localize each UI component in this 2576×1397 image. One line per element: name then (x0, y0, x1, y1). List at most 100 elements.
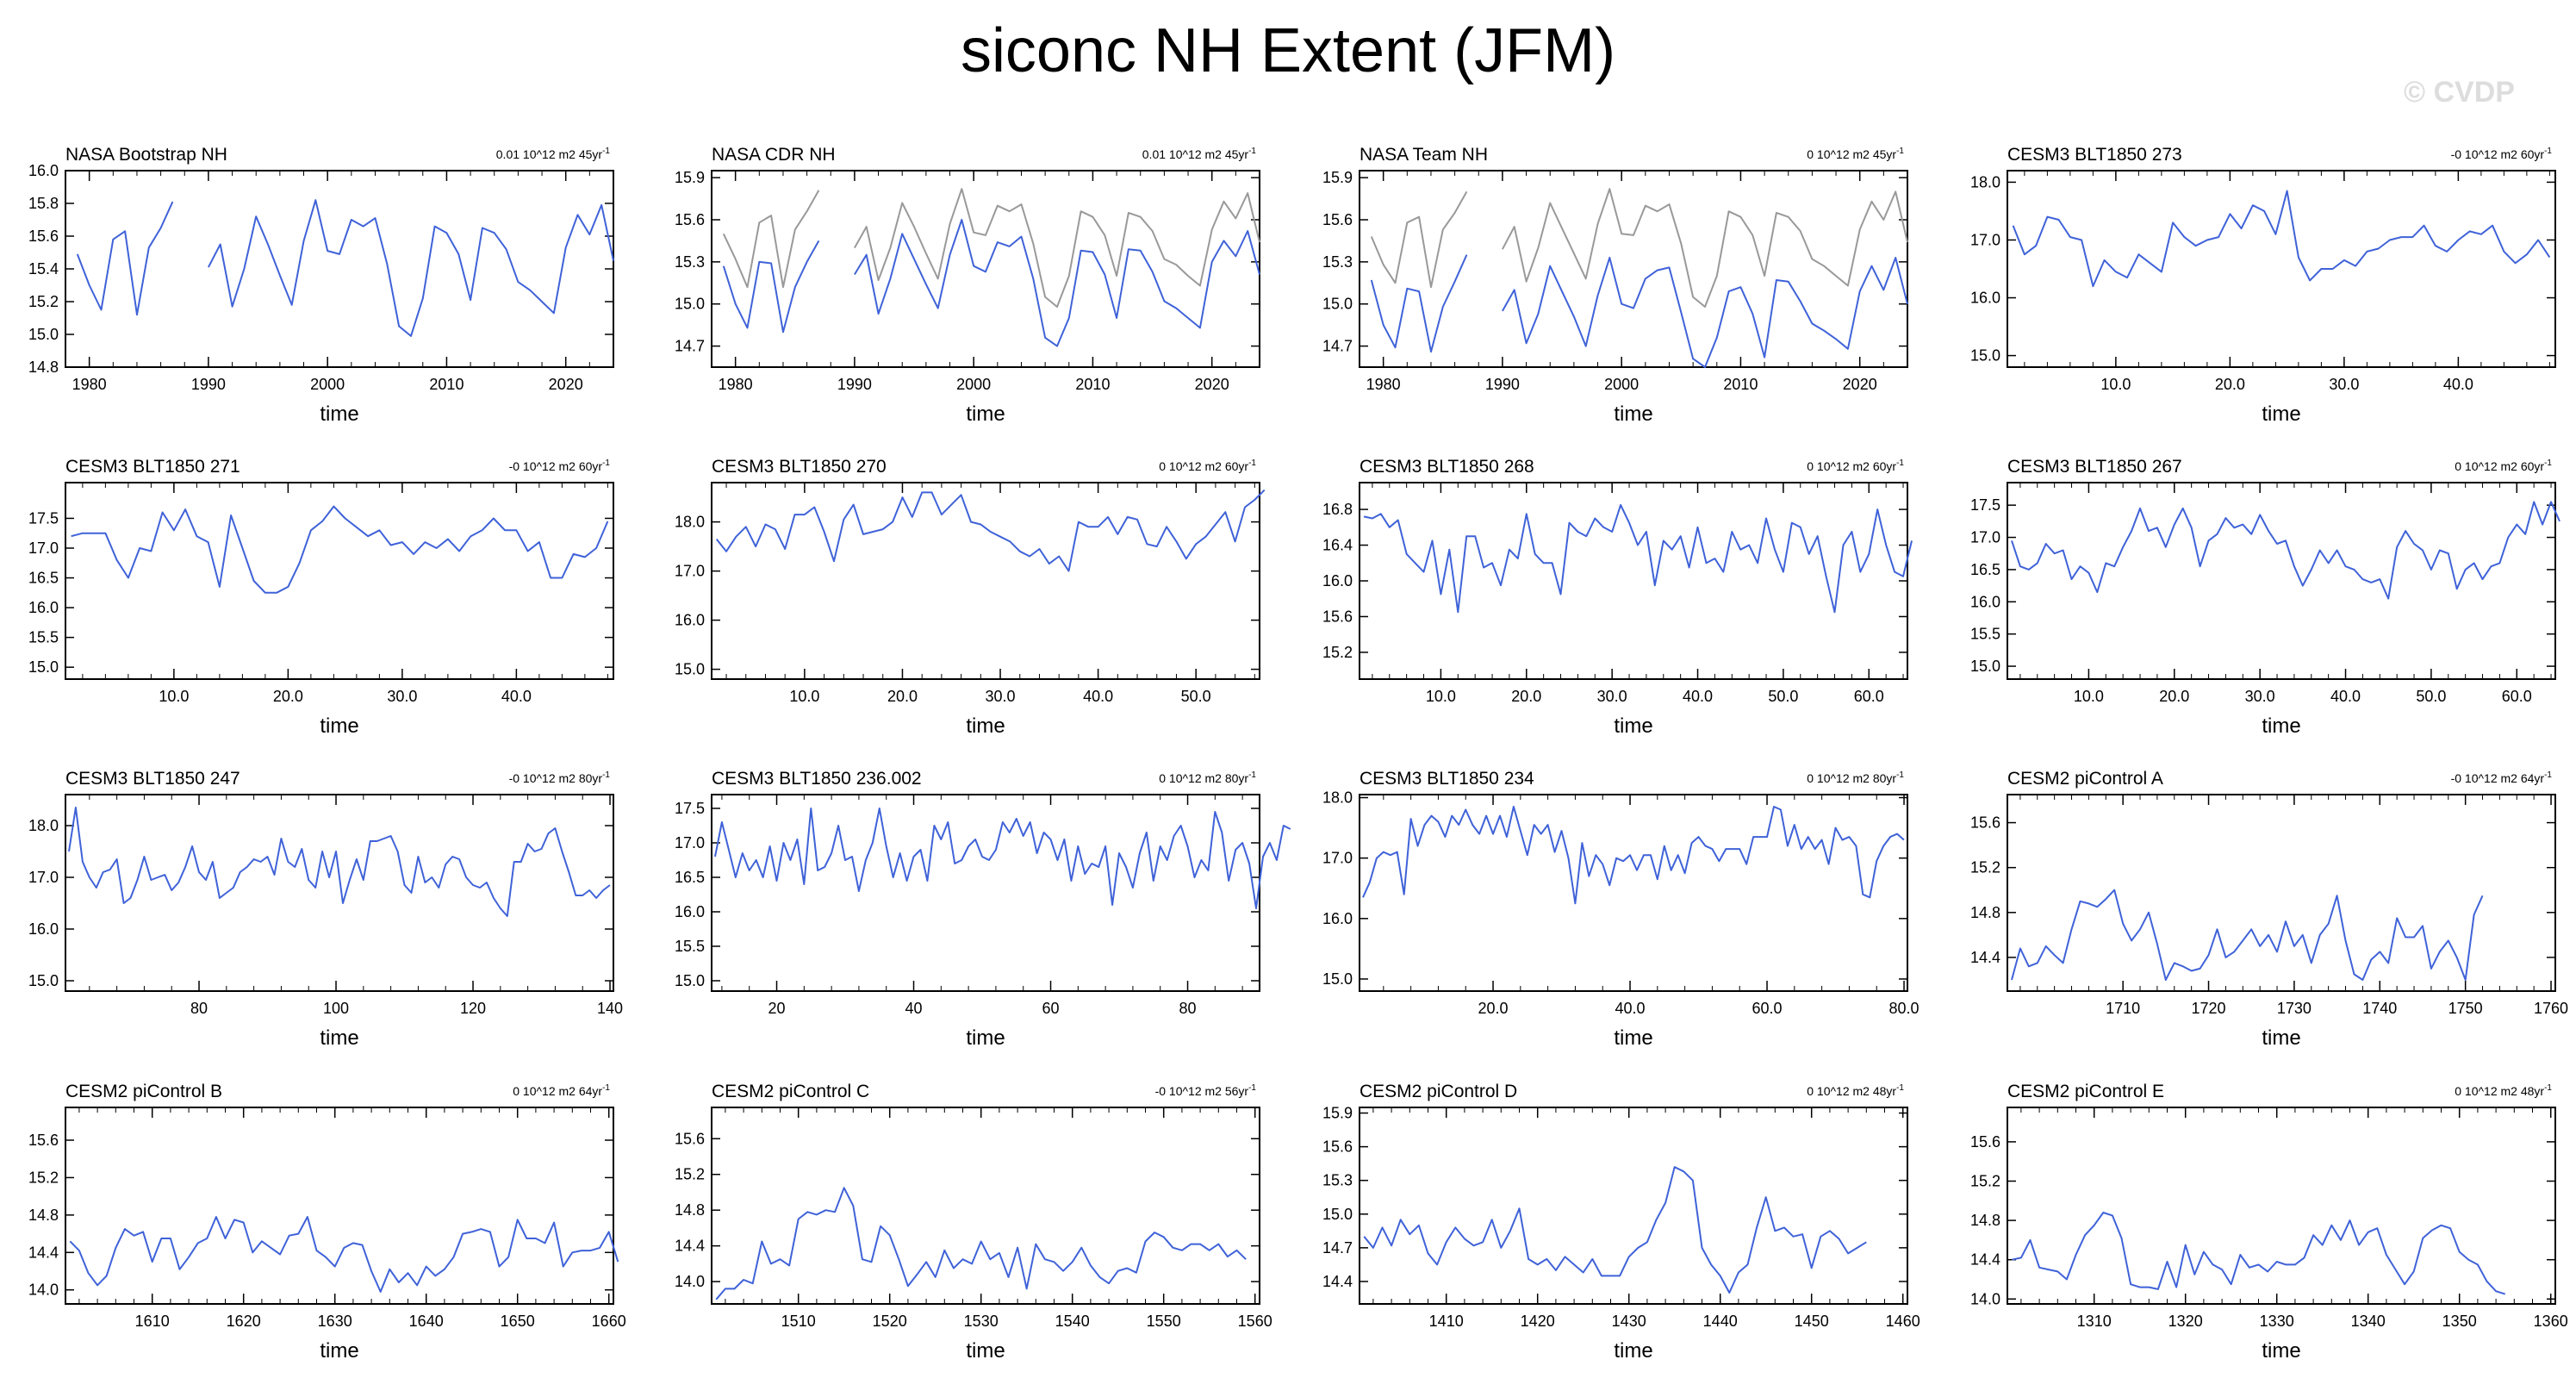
trend-label: 0 10^12 m2 60yr-1 (1807, 458, 1904, 473)
y-tick-label: 14.0 (1970, 1290, 2000, 1307)
x-tick-label: 1330 (2260, 1313, 2294, 1330)
x-tick-label: 2000 (1604, 376, 1639, 393)
chart-panel: CESM3 BLT1850 273 -0 10^12 m2 60yr-1 15.0 1… (1970, 145, 2556, 426)
chart-panel: NASA Team NH 0 10^12 m2 45yr-1 14.7 15.0 15.… (1322, 145, 1908, 426)
plot-frame (2007, 1107, 2556, 1305)
y-tick-label: 16.0 (1322, 910, 1353, 927)
y-tick-label: 15.6 (1322, 608, 1353, 625)
y-tick-label: 14.0 (28, 1282, 59, 1299)
x-tick-label: 1740 (2362, 1000, 2397, 1017)
x-tick-label: 1990 (191, 376, 226, 393)
y-tick-label: 15.3 (1322, 253, 1353, 271)
x-tick-label: 1710 (2106, 1000, 2140, 1017)
x-tick-label: 1720 (2192, 1000, 2226, 1017)
series-line (69, 1216, 619, 1293)
series-line (1502, 188, 1908, 308)
trend-exponent: -1 (1248, 147, 1256, 156)
x-axis-label: time (2262, 1026, 2300, 1050)
x-axis-label: time (966, 1339, 1005, 1363)
plot-frame (1359, 482, 1908, 680)
y-tick-label: 18.0 (675, 514, 705, 531)
x-tick-label: 1650 (501, 1313, 535, 1330)
panel-title: CESM2 piControl C (712, 1082, 869, 1101)
x-axis-label: time (2262, 402, 2300, 426)
chart-panel: CESM3 BLT1850 271 -0 10^12 m2 60yr-1 15.0 1… (28, 457, 614, 738)
y-tick-label: 16.4 (1322, 537, 1353, 554)
trend-exponent: -1 (1248, 1083, 1256, 1093)
x-axis-label: time (320, 1026, 358, 1050)
panel-title: CESM3 BLT1850 270 (712, 457, 887, 477)
x-tick-label: 80 (190, 1000, 208, 1017)
y-tick-label: 15.2 (28, 293, 59, 310)
series-line (715, 489, 1266, 572)
x-tick-label: 20.0 (1511, 688, 1541, 705)
series-line (1362, 806, 1905, 905)
watermark: © CVDP (2404, 76, 2515, 109)
plot-frame (2007, 794, 2556, 992)
plot-frame (2007, 170, 2556, 368)
page-title: siconc NH Extent (JFM) (960, 16, 1616, 85)
x-axis-label: time (1614, 1339, 1652, 1363)
series-line (2011, 501, 2560, 600)
chart-panel: NASA Bootstrap NH 0.01 10^12 m2 45yr-1 14.… (28, 145, 614, 426)
x-tick-label: 2000 (310, 376, 345, 393)
x-tick-label: 10.0 (1426, 688, 1456, 705)
y-tick-label: 15.0 (28, 326, 59, 343)
y-tick-label: 15.0 (675, 972, 705, 989)
y-tick-label: 15.2 (28, 1169, 59, 1186)
y-tick-label: 15.0 (28, 972, 59, 989)
panel-title: CESM2 piControl D (1360, 1082, 1517, 1101)
chart-panel: CESM2 piControl B 0 10^12 m2 64yr-1 14.0 14… (28, 1082, 626, 1363)
y-tick-label: 16.5 (1970, 561, 2000, 578)
trend-exponent: -1 (602, 147, 610, 156)
x-tick-label: 2020 (1843, 376, 1877, 393)
y-tick-label: 15.9 (1322, 1105, 1353, 1122)
x-tick-label: 1360 (2534, 1313, 2568, 1330)
y-tick-label: 16.0 (675, 612, 705, 629)
x-tick-label: 60.0 (1854, 688, 1884, 705)
trend-exponent: -1 (602, 770, 610, 780)
x-tick-label: 30.0 (986, 688, 1016, 705)
y-tick-label: 17.5 (28, 509, 59, 527)
x-tick-label: 1550 (1147, 1313, 1181, 1330)
x-tick-label: 1620 (227, 1313, 261, 1330)
x-tick-label: 140 (597, 1000, 623, 1017)
y-tick-label: 15.3 (675, 253, 705, 271)
x-axis-label: time (1614, 714, 1652, 738)
x-axis-label: time (966, 1026, 1005, 1050)
x-tick-label: 1530 (964, 1313, 999, 1330)
y-tick-label: 15.5 (1970, 626, 2000, 643)
series-line (71, 505, 609, 594)
chart-panel: CESM2 piControl A -0 10^12 m2 64yr-1 14.4 1… (1970, 769, 2568, 1050)
trend-label: 0 10^12 m2 60yr-1 (2455, 458, 2552, 473)
y-tick-label: 14.4 (1970, 1251, 2000, 1269)
x-tick-label: 50.0 (2416, 688, 2446, 705)
series-line (854, 188, 1260, 308)
y-tick-label: 14.4 (675, 1238, 705, 1255)
x-tick-label: 1990 (837, 376, 872, 393)
y-tick-label: 18.0 (1322, 789, 1353, 807)
trend-exponent: -1 (1896, 1083, 1904, 1093)
trend-exponent: -1 (1896, 147, 1904, 156)
x-tick-label: 20.0 (887, 688, 918, 705)
x-tick-label: 1410 (1429, 1313, 1464, 1330)
y-tick-label: 15.0 (1970, 347, 2000, 365)
x-tick-label: 1340 (2351, 1313, 2386, 1330)
x-axis-label: time (966, 714, 1005, 738)
y-tick-label: 16.0 (28, 599, 59, 616)
y-tick-label: 14.4 (1970, 949, 2000, 966)
y-tick-label: 15.3 (1322, 1172, 1353, 1189)
chart-panel: CESM2 piControl C -0 10^12 m2 56yr-1 14.0 1… (675, 1082, 1272, 1363)
y-tick-label: 15.8 (28, 195, 59, 212)
series-line (1370, 190, 1468, 289)
x-tick-label: 1760 (2534, 1000, 2568, 1017)
trend-label: 0 10^12 m2 64yr-1 (513, 1083, 610, 1098)
x-axis-label: time (2262, 1339, 2300, 1363)
chart-panel: CESM2 piControl D 0 10^12 m2 48yr-1 14.4 14… (1322, 1082, 1920, 1363)
x-tick-label: 1520 (873, 1313, 907, 1330)
panel-title: NASA Team NH (1360, 145, 1488, 165)
chart-panel: CESM3 BLT1850 234 0 10^12 m2 80yr-1 15.0 16… (1322, 769, 1920, 1050)
plot-frame (65, 482, 614, 680)
x-tick-label: 2010 (429, 376, 464, 393)
